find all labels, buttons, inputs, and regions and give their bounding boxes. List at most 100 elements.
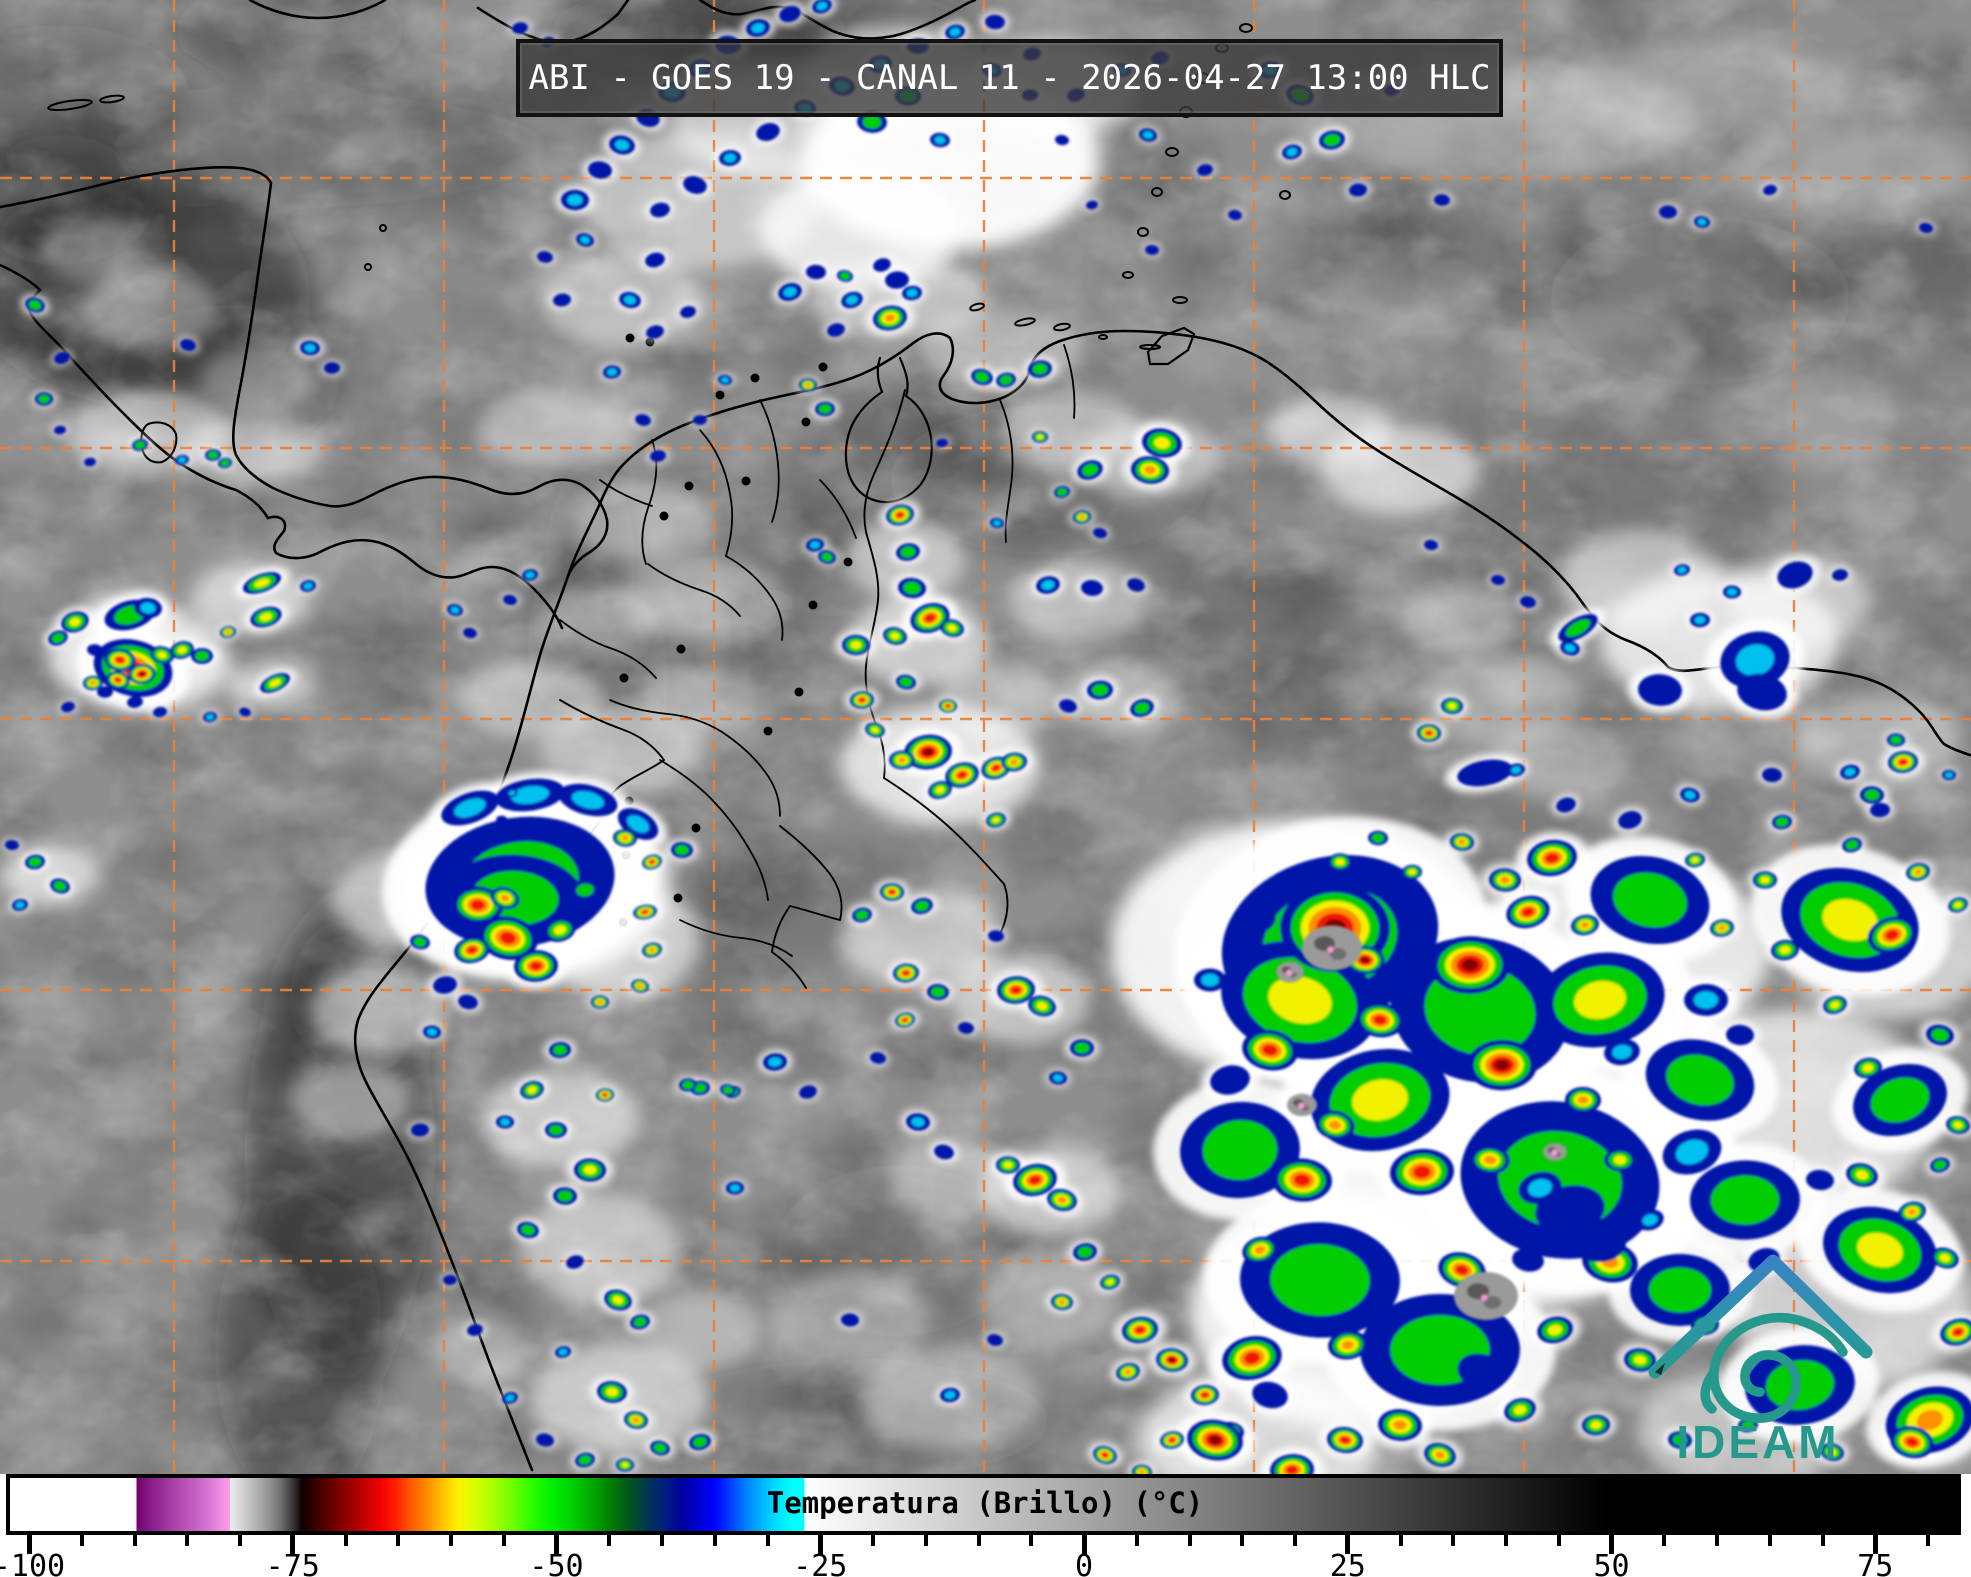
storm-cell-ring xyxy=(890,632,900,640)
storm-cell-ring xyxy=(1079,515,1085,519)
storm-cell-ring xyxy=(1633,1355,1647,1365)
storm-cell-ring xyxy=(324,362,340,374)
axis-tick-minor xyxy=(923,1535,928,1546)
storm-cell-ring xyxy=(54,351,70,365)
storm-cell-ring xyxy=(578,1455,592,1465)
storm-cell-ring xyxy=(1775,817,1789,827)
cloud-patch xyxy=(1170,310,1330,390)
storm-cell-ring xyxy=(1857,1232,1903,1268)
axis-tick-minor xyxy=(712,1535,717,1546)
storm-cell-ring xyxy=(850,640,862,650)
storm-cell-ring xyxy=(208,451,218,459)
storm-cell-ring xyxy=(1513,1405,1527,1415)
cloud-patch xyxy=(1550,40,1850,140)
storm-cell-ring xyxy=(1618,811,1642,829)
storm-cell-ring xyxy=(588,161,612,179)
storm-cell-ring xyxy=(180,339,196,351)
storm-cell-ring xyxy=(810,541,820,549)
storm-cell-ring xyxy=(28,300,42,310)
storm-cell-ring xyxy=(1953,1328,1963,1336)
storm-cell-ring xyxy=(557,1190,573,1202)
storm-cell-ring xyxy=(1547,1324,1563,1336)
storm-cell-ring xyxy=(884,314,896,322)
storm-cell-ring xyxy=(862,115,882,129)
storm-cell-ring xyxy=(924,613,936,623)
storm-cell-ring xyxy=(1885,929,1899,941)
storm-cell-ring xyxy=(1032,363,1048,375)
storm-cell-ring xyxy=(1649,1267,1711,1313)
cloud-patch xyxy=(640,665,760,735)
storm-cell-ring xyxy=(597,1000,603,1004)
storm-cell-ring xyxy=(1293,1174,1311,1186)
storm-cell-ring xyxy=(1106,1279,1114,1285)
city-dot xyxy=(801,417,811,427)
axis-tick-major xyxy=(817,1535,823,1554)
storm-cell-ring xyxy=(177,646,187,654)
storm-cell-ring xyxy=(1574,981,1626,1019)
storm-cell-ring xyxy=(945,704,951,708)
storm-cell-ring xyxy=(783,287,797,297)
storm-cell-ring xyxy=(1907,1208,1917,1216)
gray-top-pink-dot xyxy=(1327,946,1334,953)
storm-cell-ring xyxy=(633,1317,647,1327)
storm-cell-ring xyxy=(1240,906,1276,934)
cloud-patch xyxy=(1010,560,1150,640)
storm-cell-ring xyxy=(1286,1465,1298,1474)
storm-cell-ring xyxy=(53,881,67,891)
cloud-patch xyxy=(0,845,100,905)
axis-tick-minor xyxy=(1029,1535,1034,1546)
storm-cell-ring xyxy=(1500,876,1510,884)
storm-cell-ring xyxy=(1145,244,1159,256)
storm-cell-ring xyxy=(114,677,122,683)
storm-cell-ring xyxy=(450,606,460,614)
storm-cell-ring xyxy=(1827,1448,1837,1456)
storm-cell-ring xyxy=(1916,1409,1944,1431)
ideam-logo: IDEAM xyxy=(1648,1254,1873,1468)
storm-cell-ring xyxy=(915,900,929,912)
storm-cell-ring xyxy=(54,425,66,435)
storm-cell-ring xyxy=(467,946,477,954)
storm-cell-ring xyxy=(1254,1245,1266,1255)
storm-cell-ring xyxy=(1512,1248,1544,1272)
axis-tick-minor xyxy=(871,1535,875,1546)
storm-cell-ring xyxy=(1335,858,1345,866)
storm-cell-ring xyxy=(1864,789,1880,801)
storm-cell-ring xyxy=(1029,1175,1041,1185)
storm-cell-ring xyxy=(1286,147,1298,157)
storm-cell-ring xyxy=(1570,1221,1626,1263)
city-dot xyxy=(741,476,751,486)
storm-cell-ring xyxy=(1642,1214,1658,1226)
axis-tick-minor xyxy=(660,1535,664,1546)
storm-cell-ring xyxy=(139,671,145,677)
image-title: ABI - GOES 19 - CANAL 11 - 2026-04-27 13… xyxy=(528,58,1491,98)
cloud-patch xyxy=(180,415,320,485)
border-colombia-brazil xyxy=(883,777,1009,935)
storm-cell-ring xyxy=(607,368,617,376)
storm-cell-ring xyxy=(1954,902,1962,908)
storm-cell-ring xyxy=(510,786,550,804)
city-dots xyxy=(584,333,853,927)
islands-bay-and-sanandres xyxy=(47,94,387,271)
storm-cell-ring xyxy=(900,546,916,558)
storm-cell-ring xyxy=(521,1224,535,1236)
cloud-patch xyxy=(620,555,780,645)
colorbar-label: Temperatura (Brillo) (°C) xyxy=(766,1486,1204,1520)
storm-cell-ring xyxy=(992,764,1000,772)
storm-cell-ring xyxy=(873,258,891,272)
storm-cell-ring xyxy=(1520,596,1536,608)
title-bar: ABI - GOES 19 - CANAL 11 - 2026-04-27 13… xyxy=(516,39,1503,117)
storm-cell-ring xyxy=(1036,434,1044,440)
storm-cell-ring xyxy=(841,1313,859,1327)
storm-cell-ring xyxy=(1945,772,1953,778)
storm-cell-ring xyxy=(1613,872,1687,928)
storm-cell-ring xyxy=(1323,134,1341,146)
axis-tick-minor xyxy=(1134,1535,1139,1546)
storm-cell-ring xyxy=(1124,1369,1132,1375)
storm-cell-ring xyxy=(602,1093,608,1097)
storm-cell-ring xyxy=(993,520,1001,526)
coastline-jamaica xyxy=(248,0,387,20)
axis-tick-minor xyxy=(1293,1535,1297,1546)
city-dot xyxy=(691,823,701,833)
storm-cell-ring xyxy=(821,552,833,562)
storm-cell-ring xyxy=(1091,684,1109,696)
